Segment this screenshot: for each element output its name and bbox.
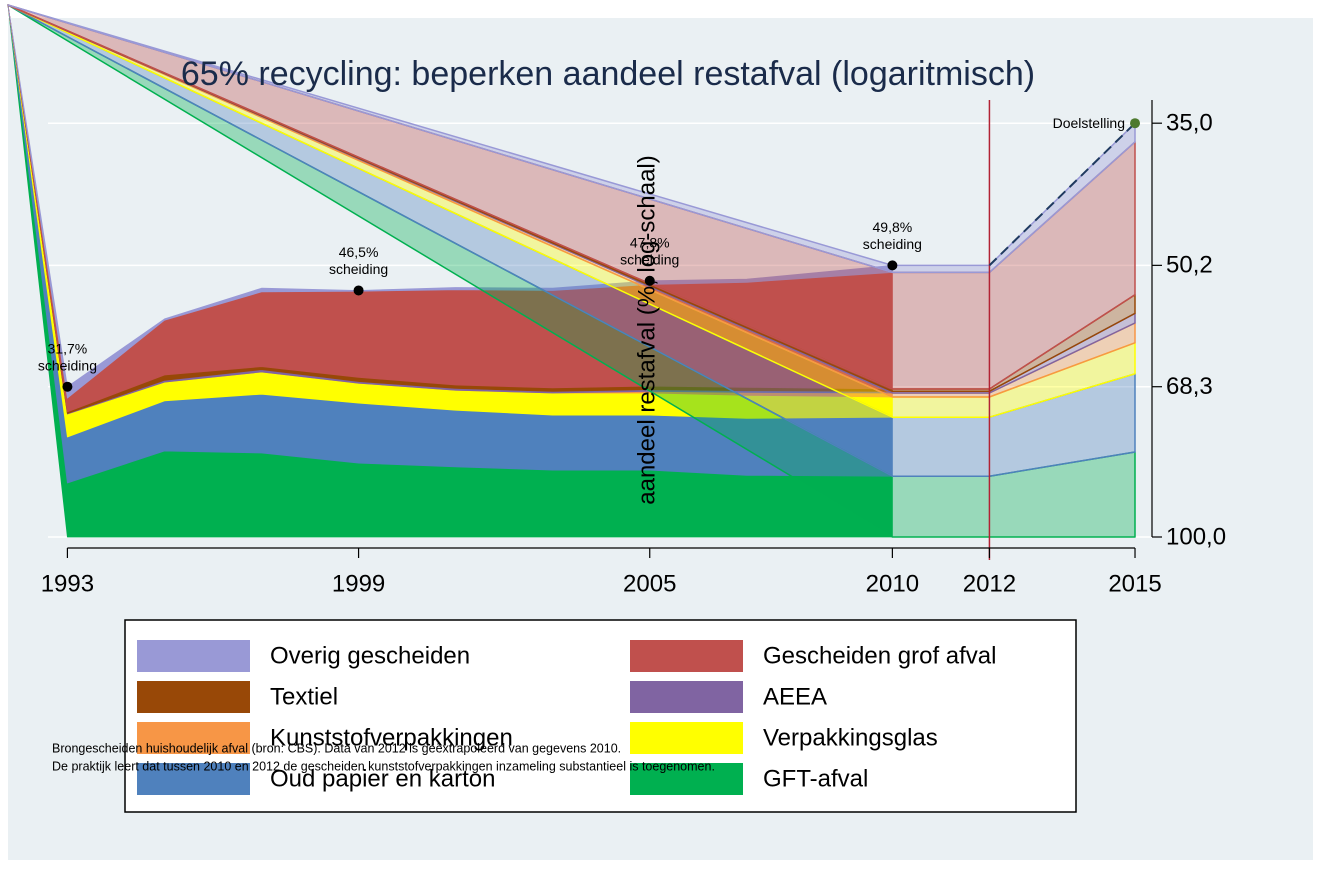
note: De praktijk leert dat tussen 2010 en 201… xyxy=(52,759,715,773)
milestone-label: 47,8% xyxy=(630,234,670,250)
plot-area: Doelstelling31,7%scheiding46,5%scheiding… xyxy=(7,4,1152,560)
legend-swatch xyxy=(137,722,250,754)
x-tick-label: 1999 xyxy=(332,570,385,597)
milestone-note: scheiding xyxy=(329,261,388,277)
legend-label: Kunststofverpakkingen xyxy=(270,724,513,751)
x-tick-label: 2015 xyxy=(1108,570,1161,597)
legend-label: Verpakkingsglas xyxy=(763,724,938,751)
legend-swatch xyxy=(630,681,743,713)
x-tick-label: 2012 xyxy=(963,570,1016,597)
target-point xyxy=(1130,118,1141,129)
y-tick-label: 50,2 xyxy=(1166,252,1213,279)
note: Brongescheiden huishoudelijk afval (bron… xyxy=(52,741,621,755)
legend-label: Overig gescheiden xyxy=(270,642,470,669)
y-axis-label: aandeel restafval (%, log-schaal) xyxy=(633,155,660,505)
legend-label: Gescheiden grof afval xyxy=(763,642,996,669)
projection-area xyxy=(7,4,1136,274)
y-tick-label: 100,0 xyxy=(1166,523,1226,550)
target-line xyxy=(988,122,1136,267)
milestone-point xyxy=(62,381,73,392)
milestone-label: 46,5% xyxy=(339,244,379,260)
milestone-label: 31,7% xyxy=(48,340,88,356)
target-label: Doelstelling xyxy=(1053,115,1125,131)
milestone-point xyxy=(353,285,364,296)
legend-swatch xyxy=(137,681,250,713)
milestone-point xyxy=(887,260,898,271)
legend-swatch xyxy=(630,763,743,795)
x-tick-label: 1993 xyxy=(41,570,94,597)
legend-label: Oud papier en karton xyxy=(270,765,495,792)
legend-swatch xyxy=(137,640,250,672)
milestone-point xyxy=(644,275,655,286)
x-tick-label: 2005 xyxy=(623,570,676,597)
chart-title: 65% recycling: beperken aandeel restafva… xyxy=(181,55,1035,93)
legend-items: Overig gescheiden Gescheiden grof afval Te… xyxy=(137,640,996,795)
y-tick-label: 35,0 xyxy=(1166,110,1213,137)
milestone-note: scheiding xyxy=(863,236,922,252)
legend-swatch xyxy=(630,722,743,754)
milestone-note: scheiding xyxy=(620,251,679,267)
milestone-note: scheiding xyxy=(38,357,97,373)
legend xyxy=(124,619,1077,813)
x-tick-label: 2010 xyxy=(866,570,919,597)
legend-label: Textiel xyxy=(270,683,338,710)
legend-label: AEEA xyxy=(763,683,827,710)
legend-swatch xyxy=(137,763,250,795)
legend-swatch xyxy=(630,640,743,672)
y-tick-label: 68,3 xyxy=(1166,373,1213,400)
legend-label: GFT-afval xyxy=(763,765,868,792)
milestone-label: 49,8% xyxy=(873,219,913,235)
